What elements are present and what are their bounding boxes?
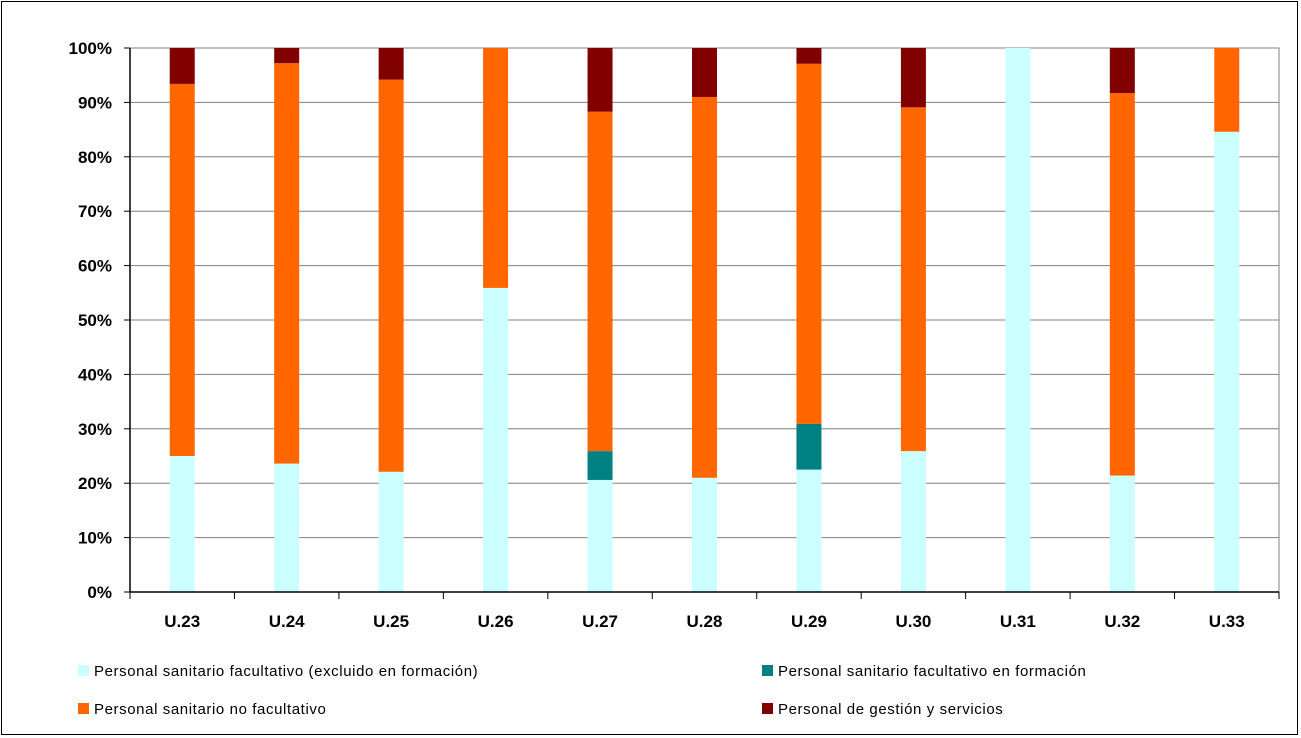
x-tick-label: U.33 xyxy=(1209,612,1245,631)
y-tick-label: 10% xyxy=(78,529,112,548)
y-tick-label: 90% xyxy=(78,93,112,112)
bar-segment-u28-series-1 xyxy=(692,477,717,592)
bar-segment-u29-series-3 xyxy=(796,63,822,424)
bar-segment-u27-series-3 xyxy=(587,111,613,452)
y-tick-label: 0% xyxy=(87,583,112,602)
bar-segment-u32-series-1 xyxy=(1109,475,1135,592)
bar-segment-u27-series-1 xyxy=(587,479,613,592)
y-tick-label: 80% xyxy=(78,148,112,167)
bar-segment-u25-series-3 xyxy=(378,79,404,472)
y-tick-label: 60% xyxy=(78,257,112,276)
bar-segment-u32-series-3 xyxy=(1109,93,1135,476)
bar-segment-u23-series-1 xyxy=(169,456,195,592)
legend-item: Personal sanitario facultativo (excluido… xyxy=(78,663,478,680)
legend-item: Personal sanitario no facultativo xyxy=(78,701,326,718)
legend-label: Personal sanitario no facultativo xyxy=(94,701,326,718)
x-tick-labels: U.23 U.24 U.25 U.26 U.27 U.28 U.29 U.30 U.31 U.32… xyxy=(164,612,1244,631)
bar-segment-u24-series-3 xyxy=(274,63,300,464)
bar-segment-u30-series-4 xyxy=(900,48,926,108)
x-tick-label: U.27 xyxy=(582,612,618,631)
bar-segment-u28-series-3 xyxy=(692,96,717,478)
legend-label: Personal sanitario facultativo en formac… xyxy=(778,663,1086,680)
y-tick-label: 50% xyxy=(78,311,112,330)
legend-item: Personal sanitario facultativo en formac… xyxy=(762,663,1086,680)
bar-segment-u23-series-4 xyxy=(169,48,195,84)
bar-segment-u29-series-4 xyxy=(796,48,822,64)
x-tick-label: U.24 xyxy=(269,612,305,631)
y-tick-label: 30% xyxy=(78,420,112,439)
x-tick-label: U.23 xyxy=(164,612,200,631)
legend-swatch xyxy=(78,703,89,714)
legend-label: Personal de gestión y servicios xyxy=(778,701,1003,718)
x-tick-label: U.29 xyxy=(791,612,827,631)
y-tick-label: 100% xyxy=(69,39,112,58)
bar-segment-u28-series-4 xyxy=(692,48,717,97)
bar-segment-u24-series-4 xyxy=(274,48,300,64)
bars xyxy=(169,48,1240,592)
legend-label: Personal sanitario facultativo (excluido… xyxy=(94,663,478,680)
legend-swatch xyxy=(78,665,89,676)
legend-swatch xyxy=(762,665,773,676)
bar-segment-u26-series-3 xyxy=(483,48,509,288)
bar-segment-u33-series-3 xyxy=(1214,48,1240,132)
y-tick-label: 70% xyxy=(78,202,112,221)
legend-item: Personal de gestión y servicios xyxy=(762,701,1003,718)
axes xyxy=(124,47,1280,599)
bar-segment-u29-series-1 xyxy=(796,469,822,592)
x-tick-label: U.28 xyxy=(687,612,723,631)
bar-segment-u27-series-2 xyxy=(587,451,613,480)
bar-segment-u27-series-4 xyxy=(587,48,613,112)
x-tick-label: U.31 xyxy=(1000,612,1036,631)
x-tick-label: U.32 xyxy=(1104,612,1140,631)
bar-segment-u32-series-4 xyxy=(1109,48,1135,94)
bar-segment-u24-series-1 xyxy=(274,463,300,592)
bar-segment-u30-series-1 xyxy=(900,451,926,592)
bar-segment-u29-series-2 xyxy=(796,423,822,470)
legend-swatch xyxy=(762,703,773,714)
bar-segment-u33-series-1 xyxy=(1214,131,1240,592)
x-tick-label: U.26 xyxy=(478,612,514,631)
bar-segment-u30-series-3 xyxy=(900,107,926,452)
y-tick-label: 20% xyxy=(78,474,112,493)
bar-segment-u23-series-3 xyxy=(169,83,195,457)
bar-segment-u31-series-1 xyxy=(1005,48,1031,592)
bar-segment-u25-series-1 xyxy=(378,471,404,592)
x-tick-label: U.25 xyxy=(373,612,409,631)
y-tick-labels: 0% 10% 20% 30% 40% 50% 60% 70% 80% 90% 100% xyxy=(69,39,112,602)
bar-segment-u25-series-4 xyxy=(378,48,404,80)
y-tick-label: 40% xyxy=(78,365,112,384)
legend: Personal sanitario facultativo (excluido… xyxy=(78,663,1086,718)
x-tick-label: U.30 xyxy=(895,612,931,631)
bar-segment-u26-series-1 xyxy=(483,287,509,592)
